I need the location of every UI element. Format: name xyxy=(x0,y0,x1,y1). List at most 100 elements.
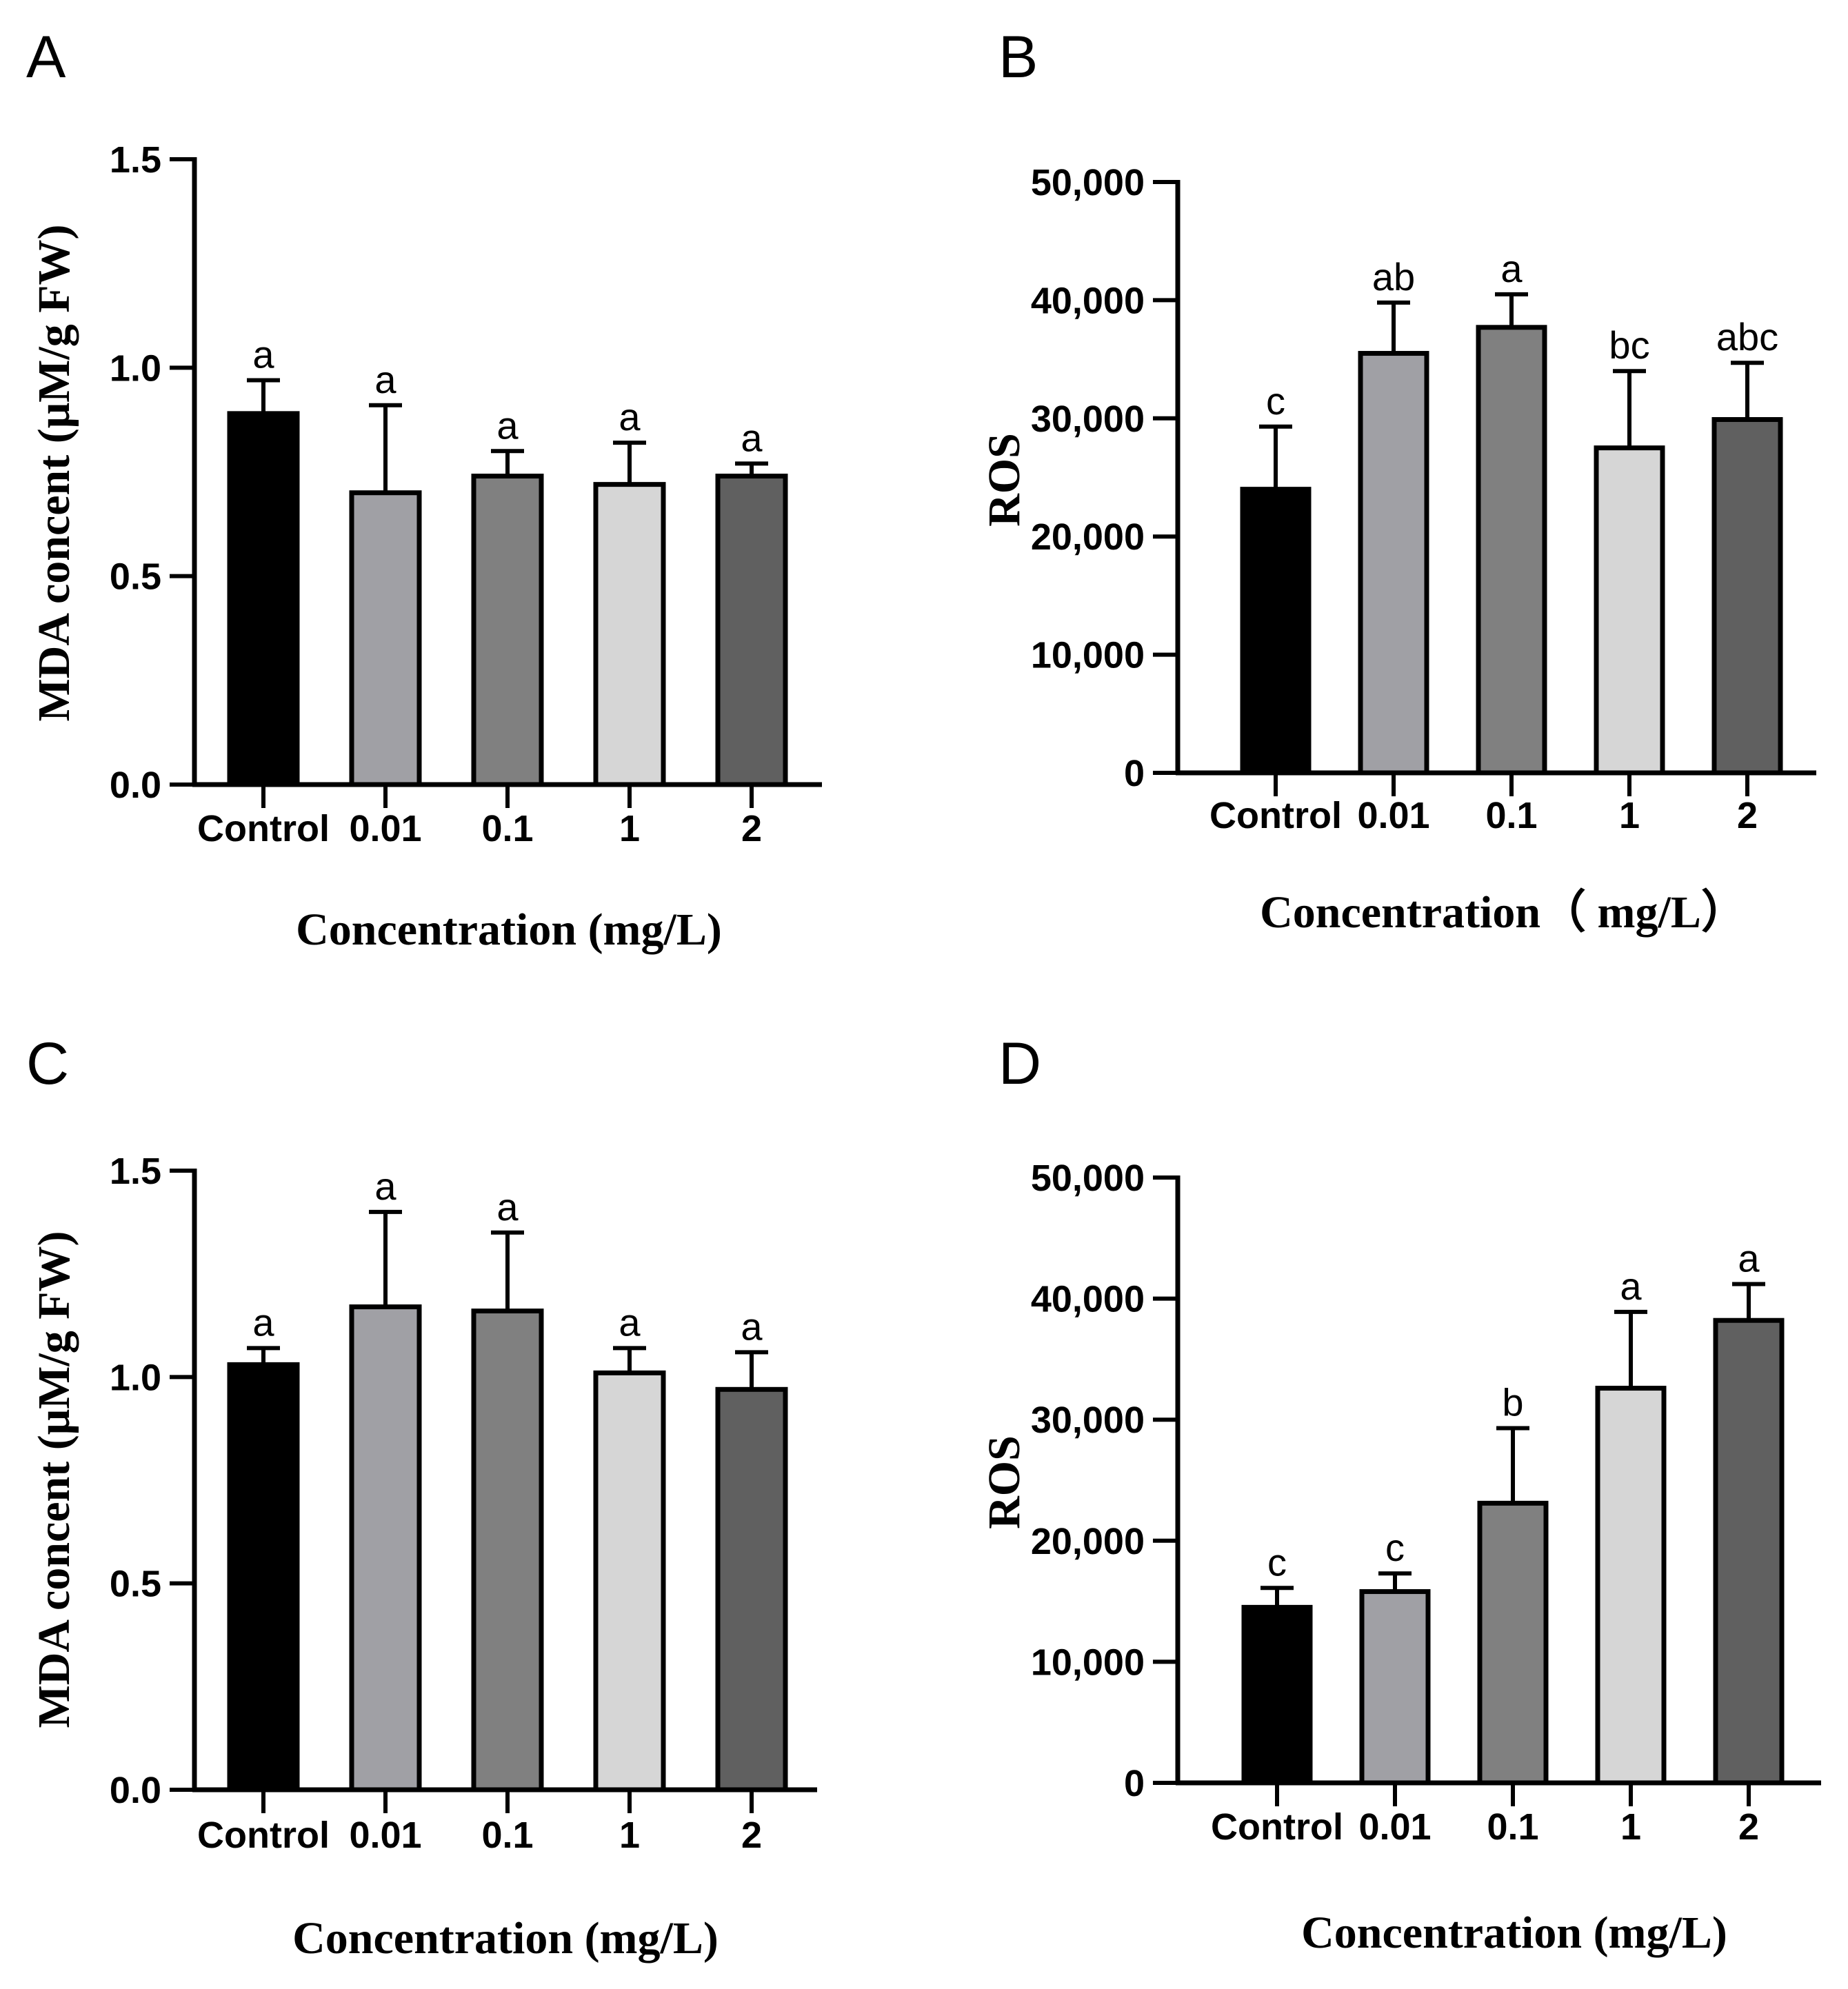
significance-label: a xyxy=(1620,1264,1642,1308)
significance-label: a xyxy=(496,1185,519,1229)
x-tick-label: 2 xyxy=(1737,795,1758,836)
y-tick-label: 0.5 xyxy=(110,1564,161,1605)
y-tick-label: 30,000 xyxy=(1031,398,1145,440)
significance-label: c xyxy=(1267,1540,1287,1584)
x-tick-label: 0.1 xyxy=(481,1815,533,1856)
x-tick-label: Control xyxy=(197,1815,330,1856)
axes: Control 0.01 0.1 1 2 0 10,000 20,000 30,000 40,00… xyxy=(1031,1158,1821,1848)
significance-label: abc xyxy=(1716,315,1778,359)
x-tick-label: 1 xyxy=(1620,1806,1641,1848)
bar xyxy=(715,1386,788,1793)
x-tick-label: 0.01 xyxy=(1358,1806,1431,1848)
x-tick-label: 0.1 xyxy=(1487,1806,1538,1848)
bar xyxy=(1594,445,1665,776)
bar-group: c c b a a xyxy=(1241,1237,1785,1786)
x-tick-label: 0.1 xyxy=(481,808,533,849)
x-tick-label: 1 xyxy=(619,808,640,849)
x-tick-label: 0.01 xyxy=(349,808,421,849)
bar-group: a a a a a xyxy=(227,1164,788,1793)
bar xyxy=(349,1304,422,1793)
panel-letter-a: A xyxy=(26,24,66,90)
y-tick-label: 1.5 xyxy=(110,1151,161,1192)
y-tick-label: 0.0 xyxy=(110,765,161,806)
y-tick-label: 0.0 xyxy=(110,1770,161,1811)
y-tick-label: 1.0 xyxy=(110,1357,161,1398)
y-tick-label: 20,000 xyxy=(1031,1521,1145,1562)
significance-label: a xyxy=(252,1300,274,1344)
bar xyxy=(227,1362,300,1793)
panel-a: A MDA concent (μM/g FW) Concentration (m… xyxy=(26,24,822,955)
significance-label: a xyxy=(496,403,519,447)
x-axis-title: Concentration (mg/L) xyxy=(292,1913,719,1963)
significance-label: a xyxy=(252,332,274,376)
y-tick-label: 0 xyxy=(1124,753,1145,794)
x-tick-label: Control xyxy=(1211,1806,1343,1848)
bar xyxy=(471,474,544,787)
panel-b: B ROS Concentration（ mg/L） cab abc abc Con… xyxy=(979,24,1816,938)
x-tick-label: 0.01 xyxy=(1357,795,1429,836)
bar xyxy=(1713,1317,1785,1786)
x-tick-label: Control xyxy=(197,808,330,849)
bar xyxy=(593,1370,666,1793)
panel-c: C MDA concent (μM/g FW) Concentration (m… xyxy=(26,1031,817,1963)
bar xyxy=(1358,351,1429,776)
significance-label: bc xyxy=(1609,323,1649,367)
bar xyxy=(227,411,300,787)
x-tick-label: 0.01 xyxy=(349,1815,421,1856)
x-axis-title: Concentration（ mg/L） xyxy=(1260,887,1747,938)
x-tick-label: 1 xyxy=(1619,795,1640,836)
panel-letter-d: D xyxy=(998,1031,1041,1097)
y-tick-label: 10,000 xyxy=(1031,635,1145,676)
x-tick-label: 2 xyxy=(741,808,762,849)
axes: Control 0.01 0.1 1 2 0.0 0.5 1.0 1.5 xyxy=(110,139,822,849)
axes: Control 0.01 0.1 1 2 0.0 0.5 1.0 1.5 xyxy=(110,1151,817,1856)
y-axis-title: MDA concent (μM/g FW) xyxy=(29,224,79,721)
significance-label: a xyxy=(1500,247,1523,290)
y-tick-label: 10,000 xyxy=(1031,1642,1145,1683)
y-tick-label: 1.5 xyxy=(110,139,161,181)
x-tick-label: 0.1 xyxy=(1485,795,1537,836)
x-axis-title: Concentration (mg/L) xyxy=(296,905,722,955)
panel-letter-b: B xyxy=(998,24,1038,90)
bar xyxy=(349,490,422,787)
bar xyxy=(471,1309,544,1793)
bar xyxy=(1476,325,1547,776)
x-tick-label: 2 xyxy=(741,1815,762,1856)
bar xyxy=(1359,1589,1431,1786)
y-axis-title: MDA concent (μM/g FW) xyxy=(29,1231,79,1728)
y-axis-title: ROS xyxy=(979,1435,1030,1529)
y-tick-label: 20,000 xyxy=(1031,516,1145,558)
y-tick-label: 40,000 xyxy=(1031,1279,1145,1320)
bar xyxy=(593,482,666,787)
x-tick-label: 1 xyxy=(619,1815,640,1856)
bar xyxy=(1595,1386,1667,1786)
significance-label: a xyxy=(619,1300,641,1344)
y-tick-label: 50,000 xyxy=(1031,1158,1145,1199)
significance-label: a xyxy=(374,358,396,401)
y-tick-label: 0.5 xyxy=(110,556,161,598)
significance-label: a xyxy=(1738,1237,1760,1280)
significance-label: a xyxy=(741,1304,763,1348)
y-tick-label: 40,000 xyxy=(1031,280,1145,321)
significance-label: b xyxy=(1502,1380,1523,1424)
y-axis-title: ROS xyxy=(979,433,1030,527)
axes: Control 0.01 0.1 1 2 0 10,000 20,000 30,000 40,00… xyxy=(1031,162,1816,836)
significance-label: a xyxy=(619,395,641,438)
bar xyxy=(1711,417,1783,776)
y-tick-label: 0 xyxy=(1124,1763,1145,1804)
x-tick-label: Control xyxy=(1209,795,1342,836)
x-tick-label: 2 xyxy=(1738,1806,1759,1848)
significance-label: a xyxy=(741,416,763,459)
x-axis-title: Concentration (mg/L) xyxy=(1301,1908,1727,1958)
significance-label: a xyxy=(374,1164,396,1208)
bar xyxy=(1240,487,1312,776)
y-tick-label: 1.0 xyxy=(110,347,161,389)
bar xyxy=(1241,1604,1313,1786)
y-tick-label: 30,000 xyxy=(1031,1400,1145,1441)
significance-label: ab xyxy=(1372,255,1415,299)
panel-letter-c: C xyxy=(26,1031,69,1097)
significance-label: c xyxy=(1385,1526,1405,1569)
bar xyxy=(715,474,788,787)
bar-group: cab abc abc xyxy=(1240,247,1783,776)
